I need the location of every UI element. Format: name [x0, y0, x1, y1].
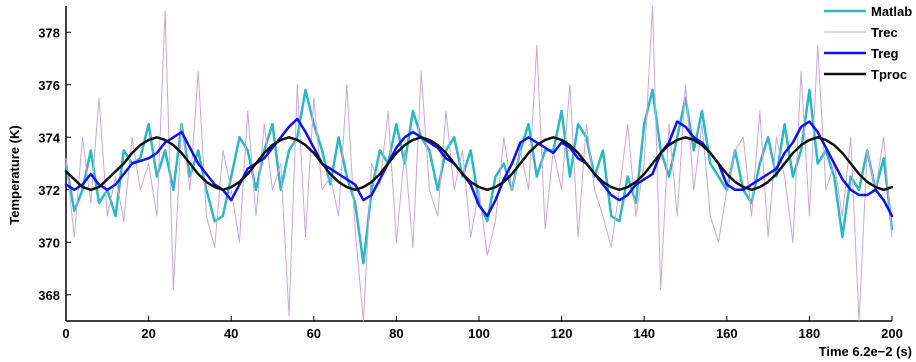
x-tick-label: 120	[551, 326, 573, 341]
x-tick-label: 160	[716, 326, 738, 341]
y-tick-label: 376	[38, 78, 60, 93]
x-axis-label: Time 6.2e−2 (s)	[819, 344, 912, 359]
y-tick-label: 378	[38, 25, 60, 40]
x-tick-label: 80	[389, 326, 403, 341]
series-layer	[66, 6, 892, 321]
legend: Matlab Trec Treg Tproc	[824, 4, 912, 82]
x-tick-label: 40	[224, 326, 238, 341]
x-tick-label: 20	[141, 326, 155, 341]
x-tick-label: 100	[468, 326, 490, 341]
y-axis-label: Temperature (K)	[7, 125, 22, 224]
y-tick-label: 372	[38, 183, 60, 198]
x-tick-label: 140	[633, 326, 655, 341]
y-tick-label: 374	[38, 130, 60, 145]
y-tick-label: 370	[38, 235, 60, 250]
x-tick-label: 200	[881, 326, 903, 341]
y-tick-label: 368	[38, 288, 60, 303]
legend-label-tproc: Tproc	[871, 67, 907, 82]
legend-label-trec: Trec	[871, 25, 898, 40]
x-tick-label: 180	[799, 326, 821, 341]
legend-label-treg: Treg	[871, 46, 899, 61]
legend-label-matlab: Matlab	[871, 4, 912, 19]
x-tick-label: 0	[62, 326, 69, 341]
x-tick-label: 60	[307, 326, 321, 341]
